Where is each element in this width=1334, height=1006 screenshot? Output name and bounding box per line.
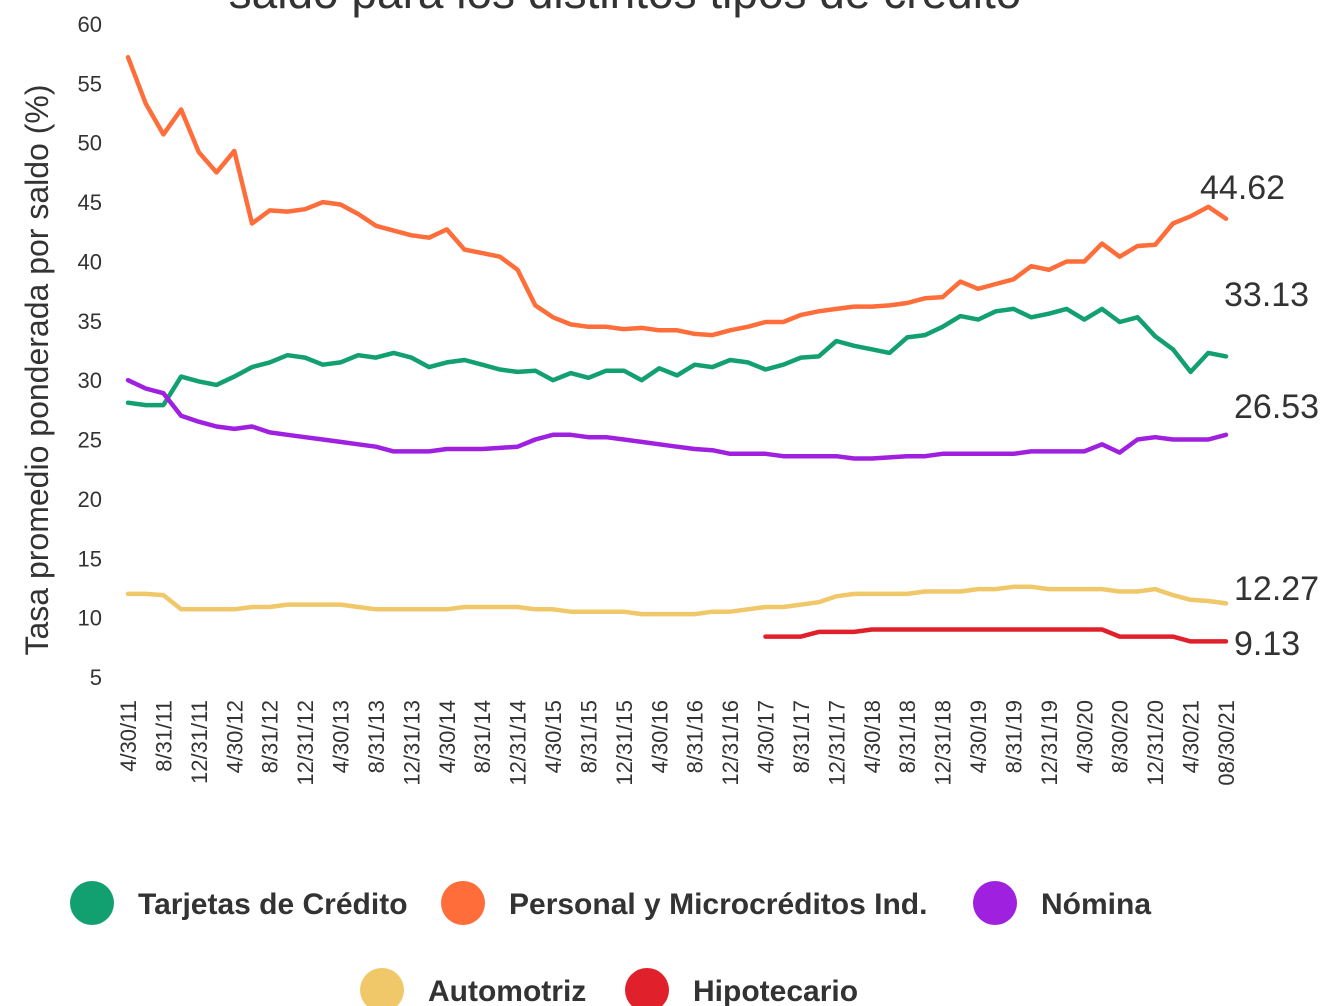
y-tick-label: 40 (78, 249, 102, 274)
x-tick-label: 8/31/14 (470, 700, 495, 773)
legend-swatch (973, 881, 1017, 925)
end-label: 26.53 (1234, 388, 1319, 426)
legend-label: Nómina (1041, 888, 1151, 921)
chart-title: saldo para los distintos tipos de crédit… (229, 0, 1022, 18)
legend-label: Tarjetas de Crédito (138, 888, 408, 921)
y-tick-label: 10 (78, 606, 102, 631)
y-tick-label: 35 (78, 309, 102, 334)
end-label: 9.13 (1234, 625, 1300, 663)
x-tick-label: 12/31/20 (1143, 700, 1168, 786)
legend-swatch (625, 968, 669, 1006)
y-tick-label: 15 (78, 546, 102, 571)
end-label: 44.62 (1200, 169, 1285, 207)
end-label: 33.13 (1224, 276, 1309, 314)
x-tick-label: 08/30/21 (1214, 700, 1239, 786)
series-line (125, 54, 1229, 338)
series-line (125, 306, 1229, 408)
y-tick-label: 55 (78, 71, 102, 96)
x-tick-label: 12/31/18 (931, 700, 956, 786)
x-tick-label: 4/30/13 (329, 700, 354, 773)
x-tick-label: 4/30/21 (1179, 700, 1204, 773)
x-tick-label: 12/31/13 (399, 700, 424, 786)
x-tick-label: 12/31/14 (506, 700, 531, 786)
y-tick-label: 45 (78, 190, 102, 215)
legend-label: Automotriz (428, 975, 586, 1006)
x-tick-label: 12/31/19 (1037, 700, 1062, 786)
series-line (763, 627, 1229, 644)
legend-swatch (441, 881, 485, 925)
x-tick-label: 12/31/16 (718, 700, 743, 786)
legend-label: Hipotecario (693, 975, 858, 1006)
x-tick-label: 4/30/15 (541, 700, 566, 773)
x-tick-label: 4/30/19 (966, 700, 991, 773)
x-tick-label: 8/30/20 (1108, 700, 1133, 773)
x-tick-label: 12/31/11 (187, 700, 212, 784)
x-tick-label: 4/30/18 (860, 700, 885, 773)
legend-swatch (70, 881, 114, 925)
x-tick-label: 8/31/11 (151, 700, 176, 772)
end-label: 12.27 (1234, 570, 1319, 608)
y-tick-label: 5 (90, 665, 102, 690)
x-tick-label: 4/30/16 (647, 700, 672, 773)
x-tick-label: 8/31/12 (258, 700, 283, 773)
x-tick-label: 4/30/11 (116, 700, 141, 772)
x-tick-label: 4/30/20 (1072, 700, 1097, 773)
x-tick-label: 12/31/15 (612, 700, 637, 786)
series-line (125, 584, 1229, 617)
x-tick-label: 4/30/17 (754, 700, 779, 773)
x-tick-label: 8/31/17 (789, 700, 814, 773)
x-tick-label: 8/31/15 (576, 700, 601, 773)
x-tick-label: 8/31/19 (1001, 700, 1026, 773)
y-axis-label: Tasa promedio ponderada por saldo (%) (19, 85, 55, 656)
x-tick-label: 12/31/17 (824, 700, 849, 786)
x-tick-label: 4/30/12 (222, 700, 247, 773)
y-tick-label: 30 (78, 368, 102, 393)
x-tick-label: 4/30/14 (435, 700, 460, 773)
x-tick-label: 8/31/13 (364, 700, 389, 773)
y-tick-label: 60 (78, 12, 102, 37)
y-tick-label: 50 (78, 131, 102, 156)
legend-label: Personal y Microcréditos Ind. (509, 888, 927, 921)
x-tick-label: 8/31/16 (683, 700, 708, 773)
y-tick-label: 20 (78, 487, 102, 512)
legend-swatch (360, 968, 404, 1006)
y-tick-label: 25 (78, 428, 102, 453)
series-line (125, 377, 1229, 461)
x-tick-label: 12/31/12 (293, 700, 318, 786)
x-tick-label: 8/31/18 (895, 700, 920, 773)
